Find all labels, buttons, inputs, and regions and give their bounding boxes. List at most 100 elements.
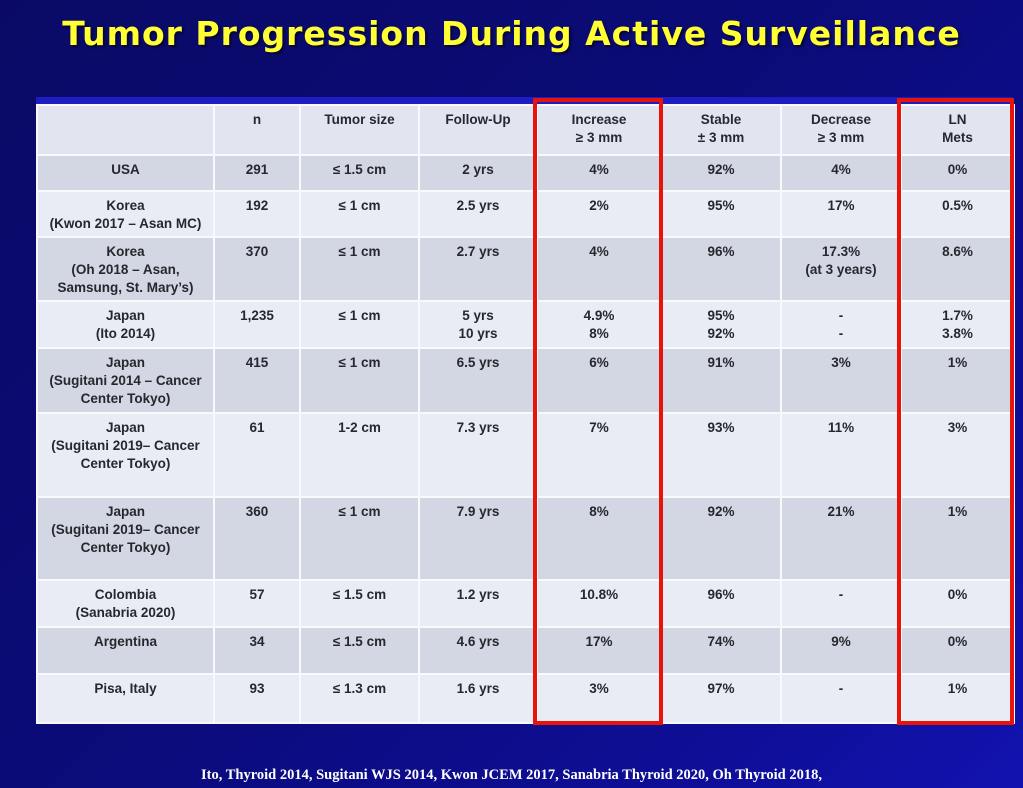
table-cell: 3% (536, 673, 662, 724)
table-cell: 17% (536, 626, 662, 675)
table-cell: 1% (900, 673, 1015, 724)
table-cell: 95% 92% (660, 300, 782, 349)
row-label: Japan (Ito 2014) (36, 300, 215, 349)
row-label: USA (36, 154, 215, 192)
table-row-colombia: Colombia (Sanabria 2020) 57 ≤ 1.5 cm 1.2… (36, 579, 1015, 628)
table-cell: 360 (213, 496, 301, 581)
table-cell: 2 yrs (418, 154, 538, 192)
table-cell: 4.6 yrs (418, 626, 538, 675)
table-cell: 370 (213, 236, 301, 302)
row-label: Korea (Oh 2018 – Asan, Samsung, St. Mary… (36, 236, 215, 302)
table-cell: 2.7 yrs (418, 236, 538, 302)
table-row-korea-oh: Korea (Oh 2018 – Asan, Samsung, St. Mary… (36, 236, 1015, 302)
table-cell: 192 (213, 190, 301, 238)
table-cell: - (780, 673, 902, 724)
table-cell: 0.5% (900, 190, 1015, 238)
row-label: Argentina (36, 626, 215, 675)
table-cell: 95% (660, 190, 782, 238)
table-cell: 17.3% (at 3 years) (780, 236, 902, 302)
table-cell: 92% (660, 496, 782, 581)
table-cell: 93 (213, 673, 301, 724)
table-cell: 91% (660, 347, 782, 414)
table-cell: 6% (536, 347, 662, 414)
table-cell: 1.6 yrs (418, 673, 538, 724)
table-row-korea-kwon: Korea (Kwon 2017 – Asan MC) 192 ≤ 1 cm 2… (36, 190, 1015, 238)
header-cell-stable: Stable ± 3 mm (660, 104, 782, 156)
table-cell: 8.6% (900, 236, 1015, 302)
table-row-japan-sugitani-2019-b: Japan (Sugitani 2019– Cancer Center Toky… (36, 496, 1015, 581)
row-label: Colombia (Sanabria 2020) (36, 579, 215, 628)
table-cell: ≤ 1.5 cm (299, 626, 420, 675)
table-cell: 7.3 yrs (418, 412, 538, 498)
table-cell: 1% (900, 347, 1015, 414)
table-cell: - (780, 579, 902, 628)
table-cell: 4.9% 8% (536, 300, 662, 349)
table-top-border (36, 97, 1013, 105)
table-row-japan-ito: Japan (Ito 2014) 1,235 ≤ 1 cm 5 yrs 10 y… (36, 300, 1015, 349)
table-cell: 3% (780, 347, 902, 414)
table-cell: 8% (536, 496, 662, 581)
table-cell: 0% (900, 579, 1015, 628)
table-cell: ≤ 1.5 cm (299, 154, 420, 192)
table-cell: 415 (213, 347, 301, 414)
table-cell: 10.8% (536, 579, 662, 628)
table-cell: 4% (536, 236, 662, 302)
table-cell: 3% (900, 412, 1015, 498)
surveillance-outcomes-table: n Tumor size Follow-Up Increase ≥ 3 mm S… (36, 104, 1015, 724)
table-cell: 6.5 yrs (418, 347, 538, 414)
table-cell: 9% (780, 626, 902, 675)
table-row-usa: USA 291 ≤ 1.5 cm 2 yrs 4% 92% 4% 0% (36, 154, 1015, 192)
header-cell-tumor-size: Tumor size (299, 104, 420, 156)
table-cell: ≤ 1 cm (299, 496, 420, 581)
table-cell: 1.2 yrs (418, 579, 538, 628)
table-cell: 0% (900, 626, 1015, 675)
header-cell-follow-up: Follow-Up (418, 104, 538, 156)
table-row-pisa-italy: Pisa, Italy 93 ≤ 1.3 cm 1.6 yrs 3% 97% -… (36, 673, 1015, 724)
table-cell: 93% (660, 412, 782, 498)
row-label: Pisa, Italy (36, 673, 215, 724)
table-cell: ≤ 1 cm (299, 236, 420, 302)
table-cell: 17% (780, 190, 902, 238)
table-cell: 61 (213, 412, 301, 498)
table-cell: 96% (660, 579, 782, 628)
table-cell: ≤ 1 cm (299, 300, 420, 349)
header-cell-n: n (213, 104, 301, 156)
table-cell: 96% (660, 236, 782, 302)
table-cell: 7% (536, 412, 662, 498)
row-label: Japan (Sugitani 2019– Cancer Center Toky… (36, 496, 215, 581)
table-header-row: n Tumor size Follow-Up Increase ≥ 3 mm S… (36, 104, 1015, 156)
table-row-japan-sugitani-2019-a: Japan (Sugitani 2019– Cancer Center Toky… (36, 412, 1015, 498)
table-cell: ≤ 1.3 cm (299, 673, 420, 724)
table-cell: 34 (213, 626, 301, 675)
table-cell: 1.7% 3.8% (900, 300, 1015, 349)
table-cell: 97% (660, 673, 782, 724)
table-cell: 4% (536, 154, 662, 192)
table-cell: 291 (213, 154, 301, 192)
header-cell-study (36, 104, 215, 156)
header-cell-ln-mets: LN Mets (900, 104, 1015, 156)
slide-title: Tumor Progression During Active Surveill… (62, 14, 961, 53)
row-label: Japan (Sugitani 2014 – Cancer Center Tok… (36, 347, 215, 414)
table-cell: ≤ 1 cm (299, 347, 420, 414)
table-cell: 2% (536, 190, 662, 238)
table-cell: 11% (780, 412, 902, 498)
table-cell: 1-2 cm (299, 412, 420, 498)
table-row-japan-sugitani-2014: Japan (Sugitani 2014 – Cancer Center Tok… (36, 347, 1015, 414)
table-row-argentina: Argentina 34 ≤ 1.5 cm 4.6 yrs 17% 74% 9%… (36, 626, 1015, 675)
table-cell: 57 (213, 579, 301, 628)
table-cell: 5 yrs 10 yrs (418, 300, 538, 349)
table-cell: 1,235 (213, 300, 301, 349)
table-cell: 7.9 yrs (418, 496, 538, 581)
table-cell: 2.5 yrs (418, 190, 538, 238)
row-label: Korea (Kwon 2017 – Asan MC) (36, 190, 215, 238)
header-cell-increase: Increase ≥ 3 mm (536, 104, 662, 156)
table-cell: 0% (900, 154, 1015, 192)
table-cell: ≤ 1.5 cm (299, 579, 420, 628)
citations: Ito, Thyroid 2014, Sugitani WJS 2014, Kw… (0, 744, 1023, 788)
header-cell-decrease: Decrease ≥ 3 mm (780, 104, 902, 156)
table-cell: 21% (780, 496, 902, 581)
table-cell: - - (780, 300, 902, 349)
table-cell: 92% (660, 154, 782, 192)
table-cell: ≤ 1 cm (299, 190, 420, 238)
